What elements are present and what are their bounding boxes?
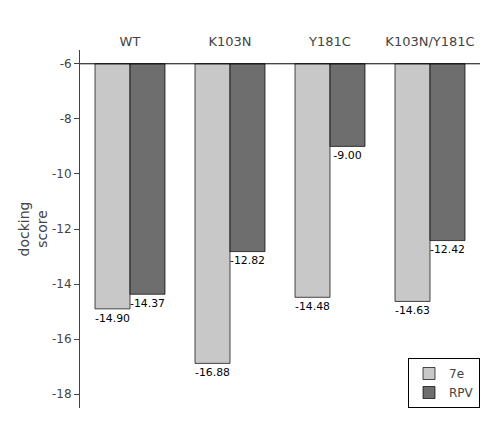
svg-text:-14.90: -14.90: [95, 312, 130, 325]
svg-text:-18: -18: [52, 387, 72, 401]
svg-text:K103N/Y181C: K103N/Y181C: [385, 34, 474, 49]
svg-text:-14: -14: [52, 277, 72, 291]
svg-text:-16: -16: [52, 332, 72, 346]
svg-text:-16.88: -16.88: [195, 366, 230, 379]
svg-text:Y181C: Y181C: [308, 34, 351, 49]
svg-text:K103N: K103N: [208, 34, 251, 49]
svg-text:-8: -8: [60, 112, 72, 126]
svg-text:-6: -6: [60, 57, 72, 71]
svg-text:-14.37: -14.37: [130, 297, 165, 310]
svg-text:-14.63: -14.63: [395, 304, 430, 317]
svg-text:-12.82: -12.82: [230, 254, 265, 267]
svg-text:WT: WT: [120, 34, 141, 49]
svg-text:7e: 7e: [449, 367, 464, 381]
svg-text:-12: -12: [52, 222, 72, 236]
svg-text:RPV: RPV: [449, 386, 474, 400]
svg-text:-10: -10: [52, 167, 72, 181]
svg-text:-14.48: -14.48: [295, 300, 330, 313]
svg-text:-9.00: -9.00: [333, 149, 361, 162]
svg-text:-12.42: -12.42: [430, 243, 465, 256]
svg-text:dockingscore: dockingscore: [16, 202, 50, 257]
